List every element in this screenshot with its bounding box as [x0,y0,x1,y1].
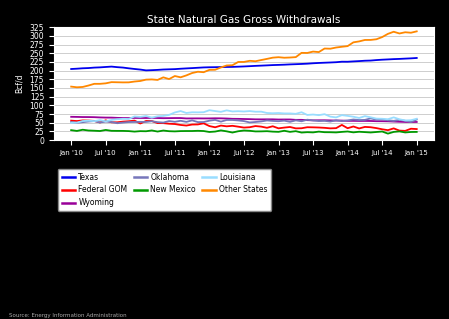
New Mexico [155,130,160,133]
Wyoming [276,118,281,122]
Louisiana [69,121,74,125]
Oklahoma [143,120,149,124]
Louisiana [282,112,287,115]
Louisiana [259,110,264,114]
New Mexico [374,130,379,134]
Wyoming [149,116,154,120]
Texas [69,67,74,71]
Line: Other States: Other States [71,31,417,87]
New Mexico [143,129,149,133]
Wyoming [414,120,419,124]
Wyoming [408,120,414,124]
Oklahoma [414,118,419,122]
Federal GOM [155,121,160,125]
New Mexico [414,130,419,134]
Federal GOM [143,119,149,123]
Texas [259,64,264,68]
New Mexico [195,129,201,133]
Line: Wyoming: Wyoming [71,117,417,122]
Louisiana [189,110,195,114]
Federal GOM [414,127,419,131]
New Mexico [259,130,264,133]
Wyoming [189,116,195,120]
Federal GOM [374,126,379,130]
Texas [195,66,201,70]
Louisiana [207,108,212,112]
Line: Oklahoma: Oklahoma [71,118,417,123]
Louisiana [374,117,379,121]
Other States [74,85,79,89]
Federal GOM [69,119,74,122]
Other States [195,70,201,74]
Wyoming [368,119,374,123]
New Mexico [69,128,74,132]
Federal GOM [195,122,201,126]
Wyoming [69,115,74,119]
Texas [137,68,143,71]
Federal GOM [402,129,408,133]
Other States [414,29,419,33]
Louisiana [149,116,154,120]
Line: Texas: Texas [71,58,417,70]
Oklahoma [69,120,74,124]
Oklahoma [259,120,264,123]
New Mexico [282,129,287,133]
Oklahoma [379,117,385,121]
Louisiana [137,115,143,119]
New Mexico [80,128,85,132]
Texas [155,68,160,72]
Oklahoma [368,116,374,120]
Oklahoma [282,119,287,122]
Oklahoma [114,121,120,125]
Line: Federal GOM: Federal GOM [71,120,417,131]
Federal GOM [103,118,108,122]
Legend: Texas, Federal GOM, Wyoming, Oklahoma, New Mexico, Louisiana, Other States: Texas, Federal GOM, Wyoming, Oklahoma, N… [58,169,271,211]
Texas [374,58,379,62]
Line: Louisiana: Louisiana [71,110,417,123]
Other States [374,37,379,41]
Other States [69,85,74,89]
Title: State Natural Gas Gross Withdrawals: State Natural Gas Gross Withdrawals [147,15,341,25]
Oklahoma [155,120,160,124]
Line: New Mexico: New Mexico [71,130,417,134]
Louisiana [414,117,419,121]
Other States [155,78,160,82]
New Mexico [385,132,391,136]
Other States [282,56,287,60]
Texas [414,56,419,60]
Other States [259,58,264,62]
Federal GOM [282,126,287,130]
Other States [143,78,149,82]
Text: Source: Energy Information Administration: Source: Energy Information Administratio… [9,313,127,318]
Texas [282,63,287,67]
Oklahoma [195,120,201,124]
Y-axis label: Bcf/d: Bcf/d [15,74,24,93]
Wyoming [137,116,143,120]
Texas [143,69,149,72]
Wyoming [253,117,258,121]
Federal GOM [259,125,264,129]
